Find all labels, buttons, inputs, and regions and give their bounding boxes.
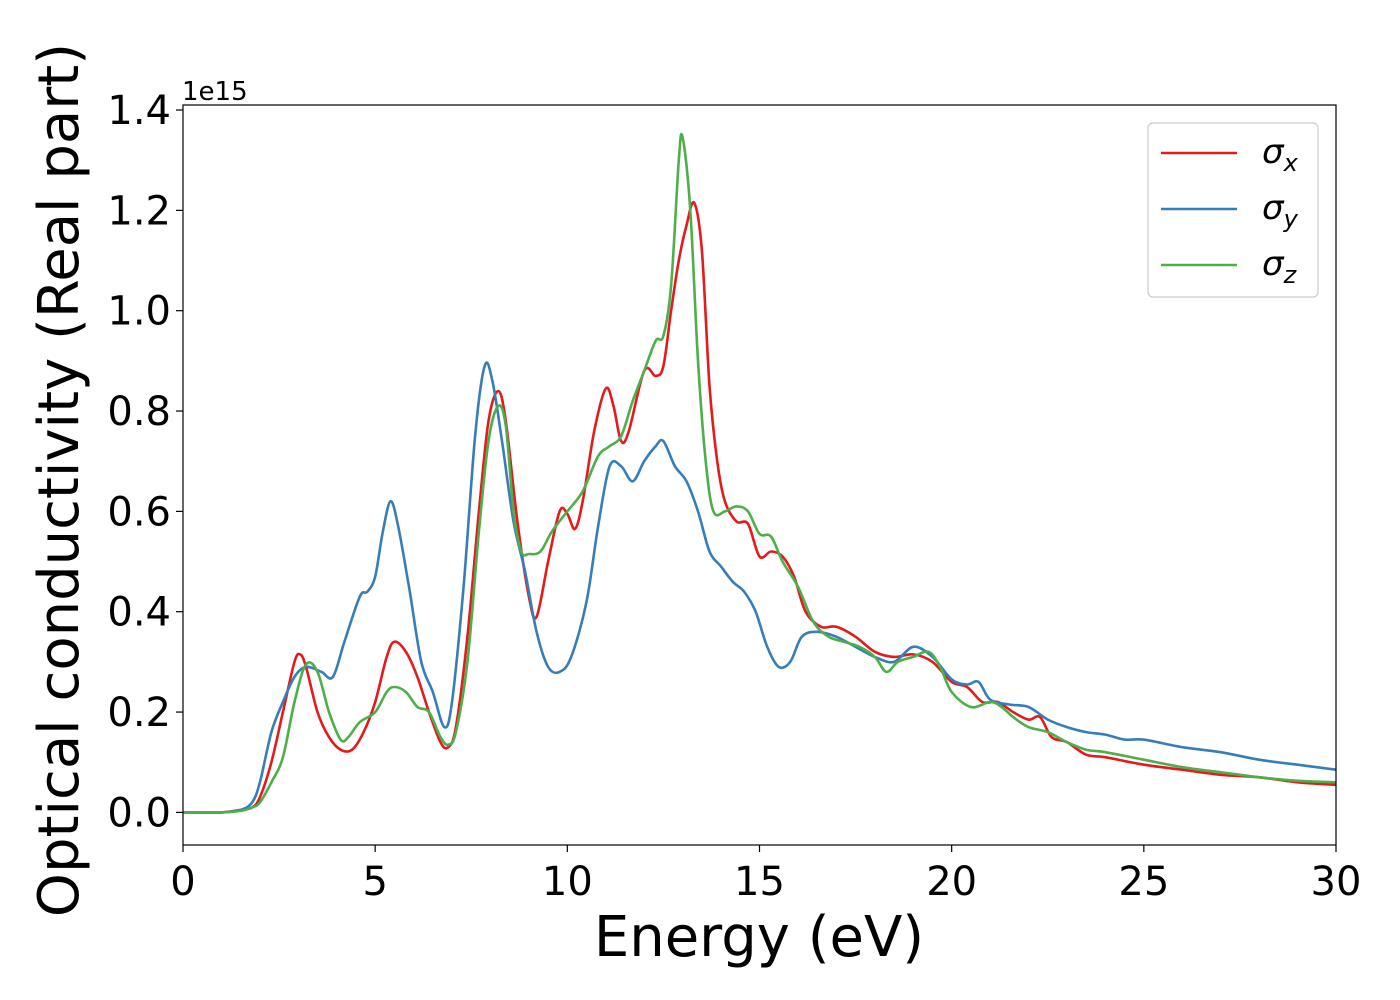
y-tick-label: 0.4: [107, 590, 171, 636]
legend-subscript: z: [1283, 261, 1298, 289]
x-tick-label: 25: [1118, 859, 1169, 905]
y-tick-label: 1.0: [107, 289, 171, 335]
x-tick-label: 10: [542, 859, 593, 905]
plot-lines: [183, 132, 1336, 814]
x-tick-label: 15: [734, 859, 785, 905]
legend-label-z: σz: [1262, 244, 1298, 289]
legend-subscript: y: [1283, 205, 1299, 233]
series-line-x: [183, 200, 1336, 814]
y-axis-label: Optical conductivity (Real part): [27, 43, 92, 917]
legend-symbol: σ: [1262, 244, 1285, 284]
legend-subscript: x: [1283, 149, 1299, 177]
y-tick-label: 0.6: [107, 489, 171, 535]
y-tick-label: 1.2: [107, 188, 171, 234]
x-axis: 0 5 10 15 20 25 30: [170, 845, 1361, 905]
y-offset-label: 1e15: [182, 77, 248, 107]
legend-symbol: σ: [1262, 132, 1285, 172]
x-tick-label: 20: [926, 859, 977, 905]
legend-label-y: σy: [1262, 188, 1299, 233]
x-tick-label: 5: [362, 859, 387, 905]
legend-label-x: σx: [1262, 132, 1299, 177]
y-tick-label: 1.4: [107, 88, 171, 134]
y-tick-label: 0.8: [107, 389, 171, 435]
y-axis: 0.0 0.2 0.4 0.6 0.8 1.0 1.2 1.4: [107, 88, 183, 836]
series-line-z: [183, 132, 1336, 814]
series-line-y: [183, 361, 1336, 814]
x-tick-label: 0: [170, 859, 195, 905]
x-axis-label: Energy (eV): [594, 905, 924, 970]
legend-symbol: σ: [1262, 188, 1285, 228]
y-tick-label: 0.2: [107, 690, 171, 736]
y-tick-label: 0.0: [107, 790, 171, 836]
x-tick-label: 30: [1311, 859, 1362, 905]
